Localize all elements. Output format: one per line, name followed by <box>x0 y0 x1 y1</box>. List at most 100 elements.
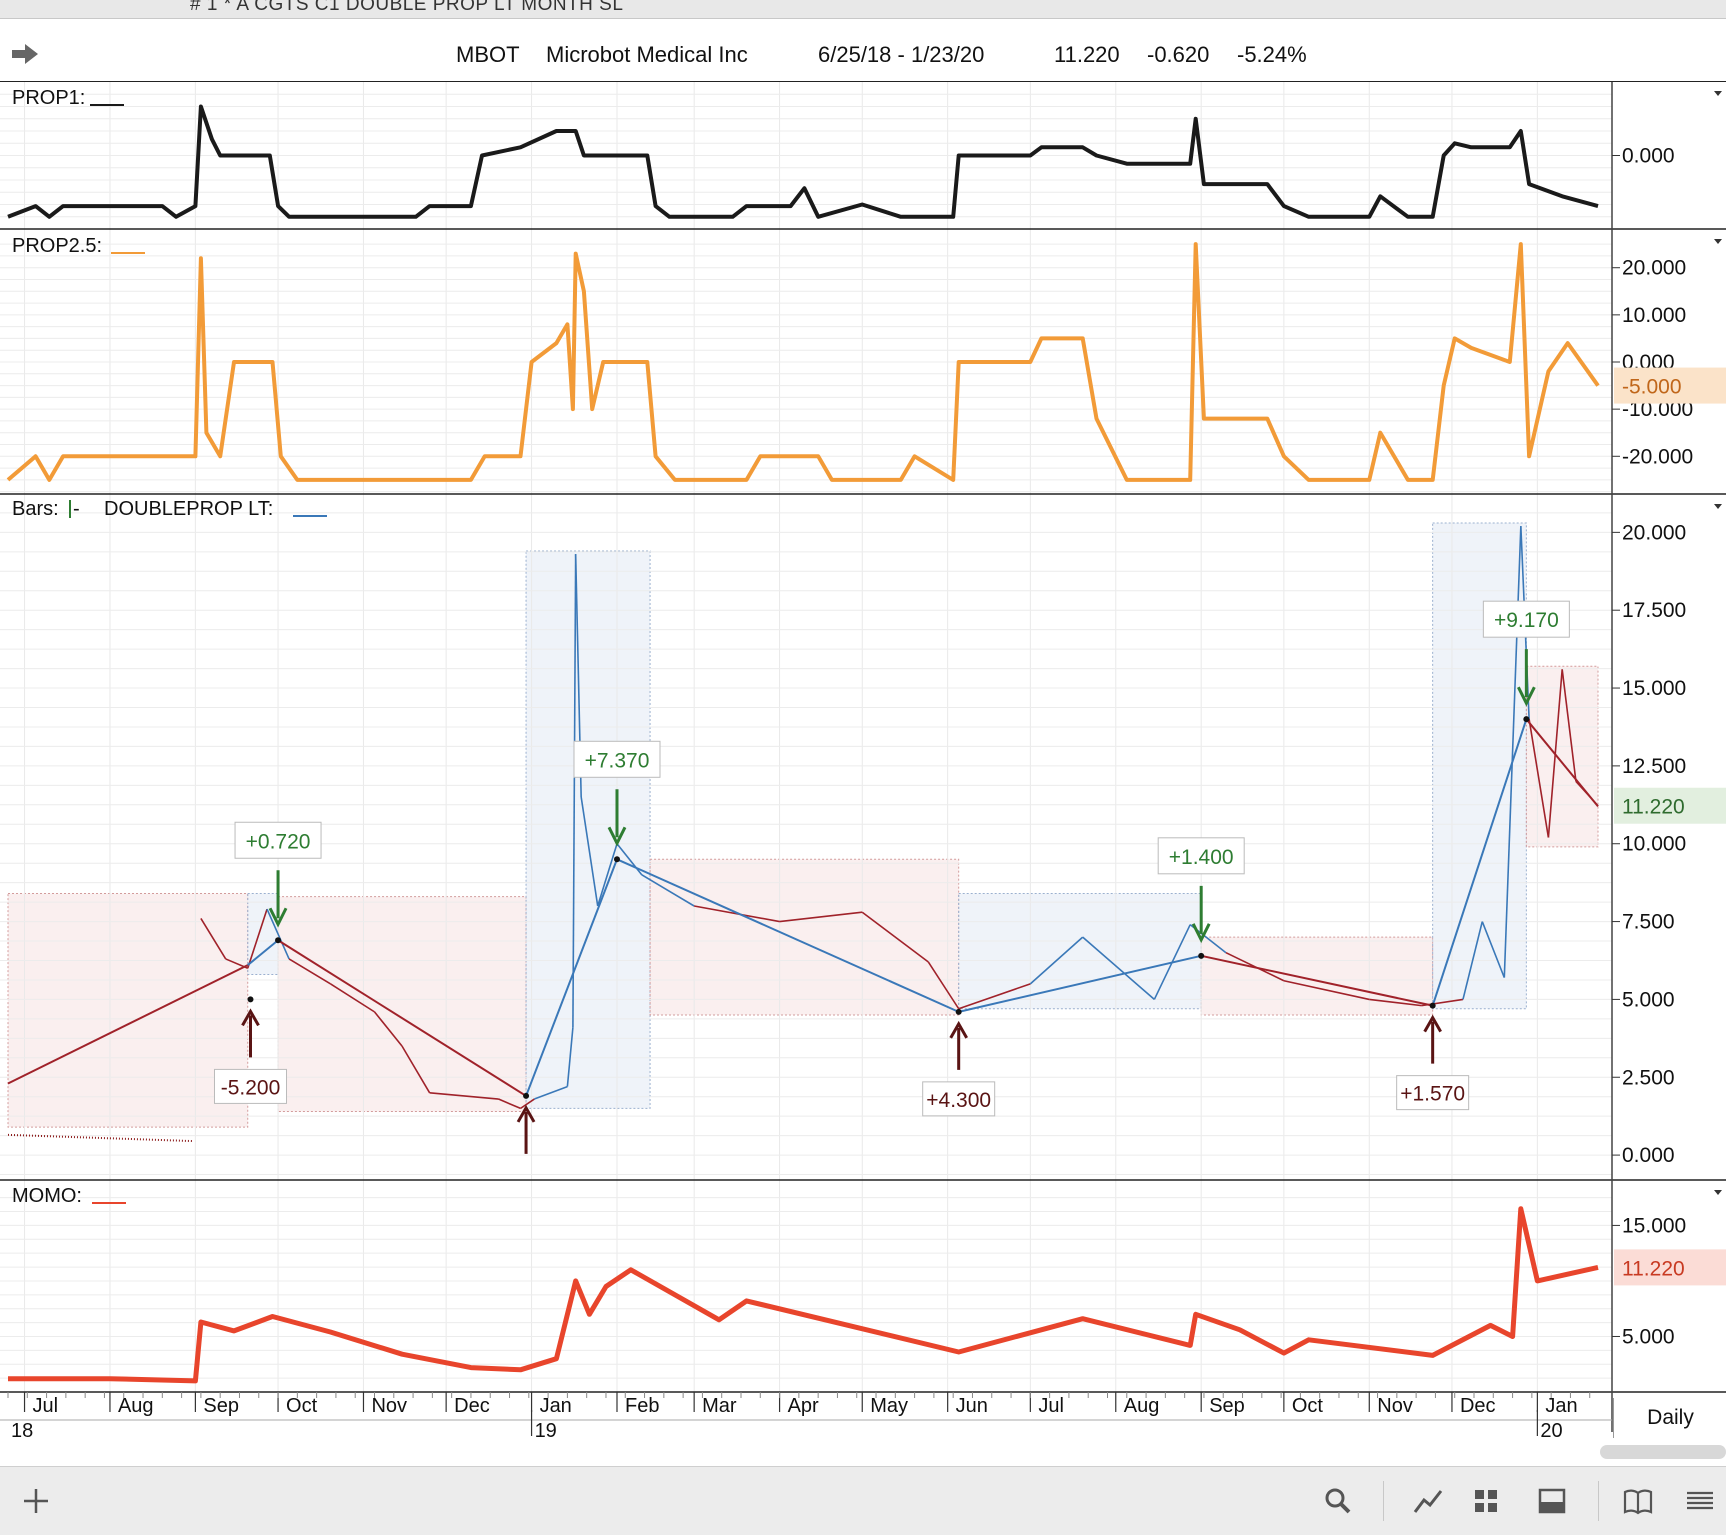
price-bar-segment <box>927 961 960 1010</box>
price-bar-segment <box>1462 921 1484 1000</box>
price-bar-segment <box>616 843 643 876</box>
y-tick-label: -20.000 <box>1622 445 1693 468</box>
search-icon[interactable] <box>1322 1485 1354 1517</box>
month-label: Aug <box>118 1395 154 1417</box>
y-tick-label: 0.000 <box>1622 1144 1675 1167</box>
doubleprop-segment <box>1525 718 1599 807</box>
trade-label-text: +4.300 <box>926 1089 991 1112</box>
month-label: Nov <box>1377 1395 1413 1417</box>
timeframe-label[interactable]: Daily <box>1613 1398 1726 1438</box>
prop25-line <box>6 242 1600 482</box>
last-price: 11.220 <box>1054 42 1120 67</box>
price-bar-segment <box>1082 936 1155 1001</box>
trade-label: +7.370 <box>573 740 661 778</box>
price-bar-segment <box>520 1098 535 1110</box>
signal-point <box>275 937 282 944</box>
pane-menu-icon[interactable] <box>1714 504 1722 509</box>
y-tick-label: 20.000 <box>1622 521 1686 544</box>
month-label: Apr <box>788 1395 819 1417</box>
menu-icon[interactable] <box>1684 1485 1716 1517</box>
sell-arrow <box>607 789 627 847</box>
bars-swatch-dash: - <box>73 498 80 520</box>
buy-arrow <box>516 1104 536 1154</box>
doubleprop-segment <box>277 939 527 1097</box>
percent-change: -5.24% <box>1237 42 1307 67</box>
prop25-current-bg <box>1614 367 1726 404</box>
signal-point <box>955 1008 962 1015</box>
doubleprop-segment <box>247 939 279 966</box>
month-label: Mar <box>702 1395 737 1417</box>
doubleprop-segment <box>7 964 249 1085</box>
pane-momo <box>0 1181 1612 1392</box>
month-label: May <box>870 1395 908 1417</box>
momo-current-bg <box>1614 1249 1726 1286</box>
trade-label: +9.170 <box>1482 600 1570 638</box>
price-bar-segment <box>401 1045 431 1094</box>
pane-menu-icon[interactable] <box>1714 239 1722 244</box>
trade-label: -5.200 <box>213 1068 287 1104</box>
pane-menu-icon[interactable] <box>1714 91 1722 96</box>
price-bar-segment <box>641 874 695 907</box>
book-icon[interactable] <box>1622 1485 1654 1517</box>
prop25-current: -5.000 <box>1622 376 1682 399</box>
trade-label-box <box>213 1068 287 1104</box>
buy-arrow <box>1423 1014 1442 1064</box>
add-icon[interactable] <box>20 1485 52 1517</box>
horizontal-scrollbar[interactable] <box>1600 1445 1726 1459</box>
month-label: Oct <box>286 1395 318 1417</box>
forward-arrow-icon[interactable] <box>10 41 40 67</box>
doubleprop-segment <box>525 858 618 1097</box>
year-label: 18 <box>11 1420 33 1442</box>
y-tick-label: 5.000 <box>1622 1325 1675 1348</box>
long-region <box>525 550 651 1109</box>
trade-label-text: -5.200 <box>221 1076 281 1099</box>
price-bar-segment <box>958 983 1031 1010</box>
long-region <box>958 893 1202 1010</box>
y-tick-label: 15.000 <box>1622 677 1686 700</box>
month-label: Jan <box>540 1395 572 1417</box>
price-bar-segment <box>1369 998 1422 1007</box>
trade-label-box <box>234 821 322 859</box>
month-label: Jul <box>33 1395 59 1417</box>
symbol: MBOT <box>456 42 520 67</box>
month-label: Oct <box>1292 1395 1324 1417</box>
grid-layout-icon[interactable] <box>1470 1485 1502 1517</box>
month-label: Nov <box>371 1395 407 1417</box>
y-tick-label: 12.500 <box>1622 755 1686 778</box>
trade-label-box <box>573 740 661 778</box>
doubleprop-label: DOUBLEPROP LT: <box>104 498 273 520</box>
price-bar-segment <box>580 796 599 907</box>
price-bar-segment <box>1528 719 1550 838</box>
chart-area[interactable]: -5.200 +0.720 +7.370 +4.300 +1.400 +1.570 +9.1… <box>0 82 1726 1466</box>
price-change: -0.620 <box>1147 42 1210 67</box>
price-bar-segment <box>779 911 863 923</box>
short-region <box>7 893 249 1128</box>
trade-label-text: +1.400 <box>1169 846 1234 869</box>
y-tick-label: 7.500 <box>1622 911 1675 934</box>
price-current-bg <box>1614 787 1726 824</box>
window-titlebar: # 1 * A CGTS C1 DOUBLE PROP LT MONTH SL <box>0 0 1726 19</box>
month-label: Sep <box>203 1395 239 1417</box>
price-bar-segment <box>596 843 618 907</box>
trade-label-box <box>922 1081 996 1117</box>
month-label: Sep <box>1209 1395 1245 1417</box>
trade-label-text: +9.170 <box>1494 609 1559 632</box>
price-bar-segment <box>373 1011 403 1047</box>
prop1-line <box>7 104 1599 219</box>
date-range: 6/25/18 - 1/23/20 <box>818 42 985 67</box>
price-bar-segment <box>861 911 929 963</box>
momo-current: 11.220 <box>1622 1257 1685 1280</box>
price-bar-segment <box>1283 979 1370 1001</box>
momo-line <box>8 1206 1599 1384</box>
signal-point <box>1198 952 1205 959</box>
panel-layout-icon[interactable] <box>1536 1485 1568 1517</box>
line-chart-icon[interactable] <box>1412 1485 1444 1517</box>
month-label: Dec <box>1460 1395 1496 1417</box>
chart-header: MBOT Microbot Medical Inc 6/25/18 - 1/23… <box>0 19 1726 82</box>
price-bar-segment <box>498 1098 521 1110</box>
price-bar-segment <box>288 958 331 985</box>
pane-menu-icon[interactable] <box>1714 1190 1722 1195</box>
trade-label: +4.300 <box>922 1081 996 1117</box>
sell-arrow <box>268 870 288 928</box>
doubleprop-segment <box>616 858 960 1013</box>
